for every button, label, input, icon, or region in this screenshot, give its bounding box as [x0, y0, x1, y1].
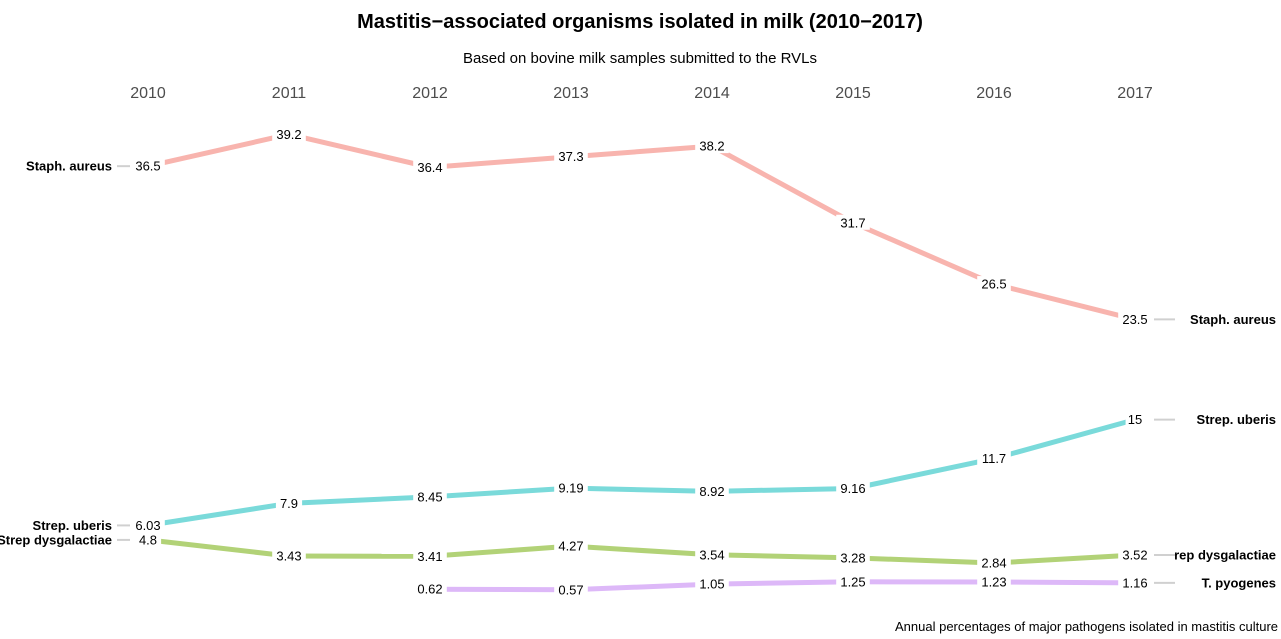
value-label: 4.27 [558, 539, 583, 554]
value-label: 9.16 [840, 481, 865, 496]
chart-caption: Annual percentages of major pathogens is… [895, 619, 1278, 634]
value-label: 11.7 [982, 451, 1006, 466]
series-line-segment [571, 546, 712, 555]
year-label: 2015 [835, 85, 871, 102]
value-label: 6.03 [135, 518, 160, 533]
value-label: 36.4 [417, 160, 442, 175]
year-label: 2013 [553, 85, 589, 102]
series-line-segment [994, 582, 1135, 583]
series-line-segment [994, 284, 1135, 319]
series-layer: 36.5 39.2 36.4 37.3 38.2 31.7 26.5 23.5 Staph. a… [0, 126, 1276, 597]
value-label: 36.5 [135, 159, 160, 174]
year-label: 2014 [694, 85, 730, 102]
series-line-segment [853, 558, 994, 563]
series-line-segment [712, 489, 853, 492]
value-label: 3.43 [276, 549, 301, 564]
value-label: 1.25 [840, 574, 865, 589]
series-line-segment [712, 582, 853, 584]
series-line-segment [571, 146, 712, 157]
series-line-segment [430, 589, 571, 590]
value-label: 39.2 [276, 127, 301, 142]
value-label: 1.23 [981, 574, 1006, 589]
series-line-segment [571, 584, 712, 590]
right-series-label: Strep. uberis [1197, 412, 1276, 427]
value-label: 8.92 [699, 484, 724, 499]
value-label: 23.5 [1122, 312, 1147, 327]
left-series-label: Strep dysgalactiae [0, 532, 112, 547]
series-line-segment [994, 420, 1135, 459]
series-2: 4.8 3.43 3.41 4.27 3.54 3.28 2.84 3.52 Strep dys… [0, 532, 1276, 571]
series-0: 36.5 39.2 36.4 37.3 38.2 31.7 26.5 23.5 Staph. a… [26, 126, 1276, 327]
chart-title: Mastitis−associated organisms isolated i… [357, 11, 923, 33]
series-line-segment [853, 459, 994, 489]
series-line-segment [148, 540, 289, 556]
value-label: 4.8 [139, 532, 157, 547]
series-line-segment [289, 497, 430, 503]
series-line-segment [148, 503, 289, 525]
year-label: 2010 [130, 85, 166, 102]
series-1: 6.03 7.9 8.45 9.19 8.92 9.16 11.7 15 Strep. uber… [33, 412, 1276, 533]
year-label: 2012 [412, 85, 448, 102]
year-axis: 2010 2011 2012 2013 2014 2015 2016 2017 [130, 85, 1153, 102]
value-label: 3.41 [417, 549, 442, 564]
left-series-label: Staph. aureus [26, 159, 112, 174]
series-line-segment [430, 488, 571, 497]
value-label: 3.54 [699, 547, 724, 562]
chart-subtitle: Based on bovine milk samples submitted t… [463, 50, 817, 67]
value-label: 8.45 [417, 489, 442, 504]
series-line-segment [289, 134, 430, 167]
value-label: 7.9 [280, 496, 298, 511]
series-line-segment [994, 555, 1135, 563]
series-line-segment [430, 546, 571, 556]
value-label: 15 [1128, 412, 1142, 427]
value-label: 9.19 [558, 481, 583, 496]
value-label: 0.57 [558, 582, 583, 597]
value-label: 38.2 [699, 139, 724, 154]
year-label: 2011 [272, 85, 307, 102]
right-series-label: T. pyogenes [1202, 575, 1276, 590]
series-line-segment [853, 223, 994, 284]
series-line-segment [712, 555, 853, 558]
series-line-segment [430, 157, 571, 168]
series-line-segment [571, 488, 712, 491]
year-label: 2016 [976, 85, 1012, 102]
value-label: 3.52 [1122, 547, 1147, 562]
value-label: 1.05 [699, 577, 724, 592]
series-line-segment [148, 134, 289, 166]
left-series-label: Strep. uberis [33, 518, 112, 533]
right-series-label: Staph. aureus [1190, 312, 1276, 327]
series-3: 0.62 0.57 1.05 1.25 1.23 1.16 T. pyogenes [413, 574, 1276, 598]
value-label: 26.5 [981, 277, 1006, 292]
value-label: 37.3 [558, 149, 583, 164]
series-line-segment [712, 146, 853, 223]
value-label: 3.28 [840, 550, 865, 565]
value-label: 1.16 [1122, 575, 1147, 590]
value-label: 0.62 [417, 582, 442, 597]
year-label: 2017 [1117, 85, 1153, 102]
right-series-label: rep dysgalactiae [1174, 547, 1276, 562]
value-label: 2.84 [981, 556, 1006, 571]
value-label: 31.7 [840, 215, 865, 230]
